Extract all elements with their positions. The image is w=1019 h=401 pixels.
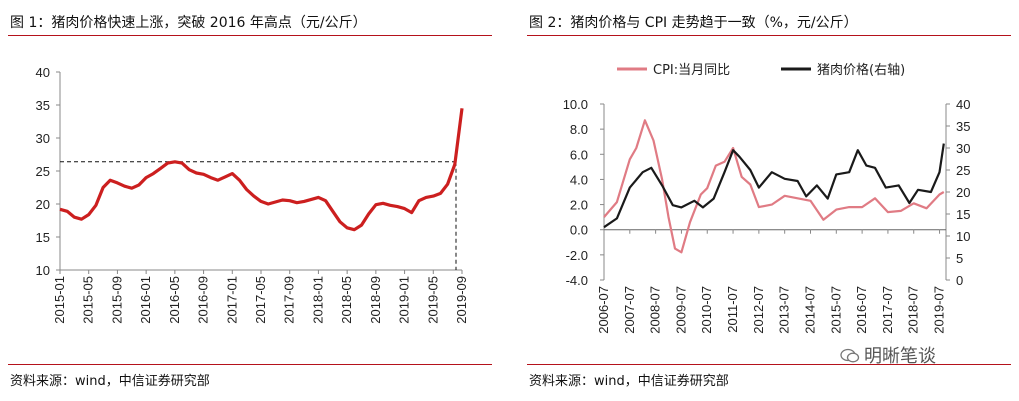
- left-title-rule: [8, 35, 492, 36]
- right-y-tick-label: 5: [956, 251, 963, 266]
- y-tick-label: 35: [36, 98, 50, 113]
- watermark: 明晰笔谈: [840, 342, 936, 368]
- x-tick-label: 2018-01: [310, 276, 325, 324]
- right-y-tick-label: 0: [956, 273, 963, 288]
- x-tick-label: 2018-05: [339, 276, 354, 324]
- pork-cpi-chart: CPI:当月同比 猪肉价格(右轴) 10.0 8.0 6.0 4.0 2.0 0.0 -2.0 -…: [563, 62, 971, 334]
- right-figure-title: 图 2：猪肉价格与 CPI 走势趋于一致（%，元/公斤）: [529, 15, 858, 31]
- y-tick-label: 20: [36, 197, 50, 212]
- y-tick-label: 15: [36, 230, 50, 245]
- left-y-tick-label: 4.0: [570, 172, 588, 187]
- x-tick-label: 2018-07: [906, 286, 921, 334]
- left-figure-panel: 图 1：猪肉价格快速上涨，突破 2016 年高点（元/公斤） 40 35 30 25 2…: [0, 0, 500, 401]
- right-source-note: 资料来源：wind，中信证券研究部: [529, 374, 729, 389]
- left-y-tick-label: 0.0: [570, 223, 588, 238]
- x-tick-label: 2019-07: [932, 286, 947, 334]
- x-tick-label: 2015-05: [81, 276, 96, 324]
- x-tick-label: 2013-07: [777, 286, 792, 334]
- pork-price-series-line: [59, 108, 464, 232]
- x-tick-label: 2019-09: [454, 276, 469, 324]
- x-tick-label: 2019-01: [397, 276, 412, 324]
- left-y-tick-label: -4.0: [566, 273, 588, 288]
- left-y-tick-label: 8.0: [570, 122, 588, 137]
- y-tick-label: 40: [36, 65, 50, 80]
- right-y-tick-label: 30: [956, 141, 970, 156]
- right-y-tick-label: 15: [956, 207, 970, 222]
- right-y-tick-label: 35: [956, 119, 970, 134]
- y-tick-label: 30: [36, 131, 50, 146]
- x-tick-label: 2017-05: [253, 276, 268, 324]
- right-figure-panel: 图 2：猪肉价格与 CPI 走势趋于一致（%，元/公斤） CPI:当月同比 猪肉价…: [519, 0, 1019, 401]
- watermark-text: 明晰笔谈: [864, 346, 936, 367]
- legend-label-pork: 猪肉价格(右轴): [817, 62, 905, 78]
- x-tick-label: 2007-07: [622, 286, 637, 334]
- x-tick-label: 2016-01: [138, 276, 153, 324]
- x-tick-label: 2017-09: [282, 276, 297, 324]
- x-tick-label: 2014-07: [802, 286, 817, 334]
- x-tick-label: 2019-05: [425, 276, 440, 324]
- left-source-note: 资料来源：wind，中信证券研究部: [10, 374, 210, 389]
- x-tick-label: 2017-01: [224, 276, 239, 324]
- pork-price-right-axis-series-line: [603, 143, 945, 229]
- x-tick-label: 2016-09: [196, 276, 211, 324]
- right-y-tick-label: 25: [956, 163, 970, 178]
- left-figure-title: 图 1：猪肉价格快速上涨，突破 2016 年高点（元/公斤）: [10, 15, 367, 31]
- right-title-rule: [527, 35, 1011, 36]
- x-tick-label: 2018-09: [368, 276, 383, 324]
- x-tick-label: 2017-07: [880, 286, 895, 334]
- x-tick-label: 2009-07: [673, 286, 688, 334]
- right-y-tick-label: 40: [956, 97, 970, 112]
- x-tick-label: 2012-07: [751, 286, 766, 334]
- left-source-rule: [8, 364, 492, 365]
- x-tick-label: 2015-01: [52, 276, 67, 324]
- left-y-tick-label: 6.0: [570, 147, 588, 162]
- right-y-tick-label: 20: [956, 185, 970, 200]
- y-tick-label: 10: [36, 263, 50, 278]
- left-y-tick-label: 10.0: [563, 97, 588, 112]
- left-y-tick-label: -2.0: [566, 248, 588, 263]
- x-tick-label: 2006-07: [596, 286, 611, 334]
- right-y-tick-label: 10: [956, 229, 970, 244]
- wechat-icon: [840, 348, 860, 363]
- legend-label-cpi: CPI:当月同比: [653, 63, 730, 78]
- x-tick-label: 2016-05: [167, 276, 182, 324]
- left-y-tick-label: 2.0: [570, 198, 588, 213]
- cpi-series-line: [603, 119, 945, 254]
- x-tick-label: 2015-09: [109, 276, 124, 324]
- x-tick-label: 2011-07: [725, 286, 740, 333]
- right-source-rule: [527, 364, 1011, 365]
- x-tick-label: 2016-07: [854, 286, 869, 334]
- y-tick-label: 25: [36, 164, 50, 179]
- x-tick-label: 2015-07: [828, 286, 843, 334]
- x-tick-label: 2010-07: [699, 286, 714, 334]
- x-tick-label: 2008-07: [648, 286, 663, 334]
